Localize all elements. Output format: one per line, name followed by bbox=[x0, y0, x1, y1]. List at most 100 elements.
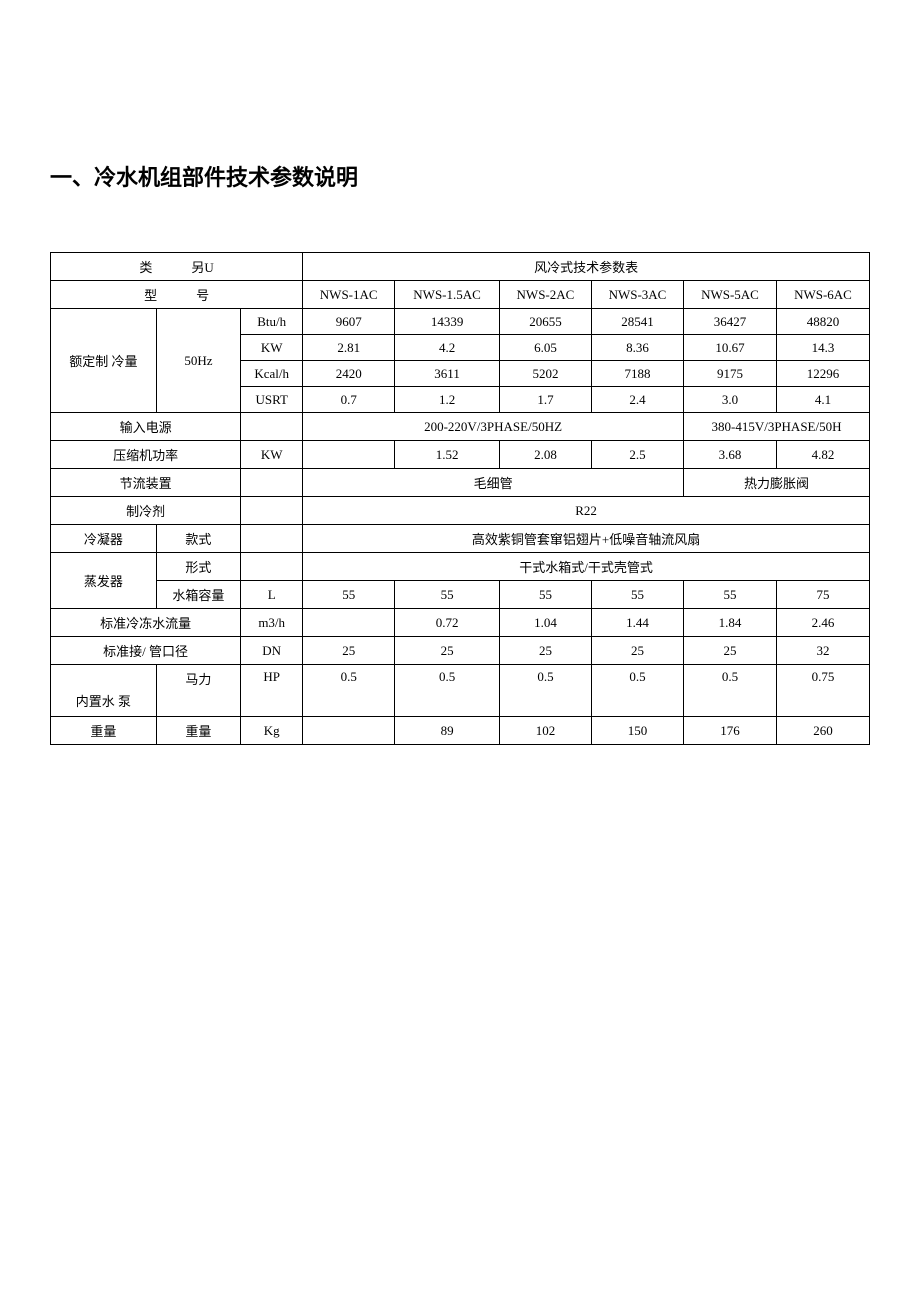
val: 9607 bbox=[303, 309, 395, 335]
val: 0.5 bbox=[683, 665, 776, 717]
val: 2.4 bbox=[591, 387, 683, 413]
pump-hp-row: 内置水 泵 马力 HP 0.5 0.5 0.5 0.5 0.5 0.75 bbox=[51, 665, 870, 717]
hp-unit: HP bbox=[241, 665, 303, 717]
throttle-label: 节流装置 bbox=[51, 469, 241, 497]
val: 2.08 bbox=[499, 441, 591, 469]
evaporator-type-value: 干式水箱式/干式壳管式 bbox=[303, 553, 870, 581]
evaporator-type-row: 蒸发器 形式 干式水箱式/干式壳管式 bbox=[51, 553, 870, 581]
val: 260 bbox=[776, 717, 869, 745]
model-4: NWS-5AC bbox=[683, 281, 776, 309]
val: 1.04 bbox=[499, 609, 591, 637]
pipe-unit: DN bbox=[241, 637, 303, 665]
pump-label: 内置水 泵 bbox=[51, 665, 157, 717]
power-right: 380-415V/3PHASE/50H bbox=[683, 413, 869, 441]
condenser-row: 冷凝器 款式 高效紫铜管套窜铝翅片+低噪音轴流风扇 bbox=[51, 525, 870, 553]
pipe-row: 标准接/ 管口径 DN 25 25 25 25 25 32 bbox=[51, 637, 870, 665]
val: 102 bbox=[499, 717, 591, 745]
val: 25 bbox=[591, 637, 683, 665]
val: 9175 bbox=[683, 361, 776, 387]
flow-rate-label: 标准冷冻水流量 bbox=[51, 609, 241, 637]
val: 55 bbox=[499, 581, 591, 609]
val: 10.67 bbox=[683, 335, 776, 361]
val: 12296 bbox=[776, 361, 869, 387]
val bbox=[303, 609, 395, 637]
power-left: 200-220V/3PHASE/50HZ bbox=[303, 413, 684, 441]
model-2: NWS-2AC bbox=[499, 281, 591, 309]
refrigerant-value: R22 bbox=[303, 497, 870, 525]
val: 0.75 bbox=[776, 665, 869, 717]
model-0: NWS-1AC bbox=[303, 281, 395, 309]
val: 0.72 bbox=[395, 609, 500, 637]
weight-label: 重量 bbox=[51, 717, 157, 745]
val: 3.0 bbox=[683, 387, 776, 413]
val: 6.05 bbox=[499, 335, 591, 361]
val: 4.2 bbox=[395, 335, 500, 361]
unit-3: USRT bbox=[241, 387, 303, 413]
val: 3.68 bbox=[683, 441, 776, 469]
val: 25 bbox=[683, 637, 776, 665]
model-5: NWS-6AC bbox=[776, 281, 869, 309]
model-1: NWS-1.5AC bbox=[395, 281, 500, 309]
val: 28541 bbox=[591, 309, 683, 335]
val: 25 bbox=[499, 637, 591, 665]
val: 0.7 bbox=[303, 387, 395, 413]
blank bbox=[241, 553, 303, 581]
val: 4.1 bbox=[776, 387, 869, 413]
val: 32 bbox=[776, 637, 869, 665]
compressor-label: 压缩机功率 bbox=[51, 441, 241, 469]
rated-cooling-row-0: 额定制 冷量 50Hz Btu/h 9607 14339 20655 28541… bbox=[51, 309, 870, 335]
val: 0.5 bbox=[395, 665, 500, 717]
document-title: 一、冷水机组部件技术参数说明 bbox=[50, 160, 870, 192]
blank bbox=[241, 497, 303, 525]
val: 4.82 bbox=[776, 441, 869, 469]
unit-0: Btu/h bbox=[241, 309, 303, 335]
val: 75 bbox=[776, 581, 869, 609]
val: 36427 bbox=[683, 309, 776, 335]
val: 14339 bbox=[395, 309, 500, 335]
val: 55 bbox=[395, 581, 500, 609]
val bbox=[303, 717, 395, 745]
val: 2420 bbox=[303, 361, 395, 387]
val: 0.5 bbox=[303, 665, 395, 717]
val: 176 bbox=[683, 717, 776, 745]
val: 89 bbox=[395, 717, 500, 745]
capacity-unit: L bbox=[241, 581, 303, 609]
val: 55 bbox=[683, 581, 776, 609]
evaporator-label: 蒸发器 bbox=[51, 553, 157, 609]
val: 5202 bbox=[499, 361, 591, 387]
rated-cooling-label: 额定制 冷量 bbox=[51, 309, 157, 413]
capacity-label: 水箱容量 bbox=[156, 581, 241, 609]
weight-unit: Kg bbox=[241, 717, 303, 745]
val: 7188 bbox=[591, 361, 683, 387]
val: 1.52 bbox=[395, 441, 500, 469]
flow-rate-unit: m3/h bbox=[241, 609, 303, 637]
power-input-row: 输入电源 200-220V/3PHASE/50HZ 380-415V/3PHAS… bbox=[51, 413, 870, 441]
val: 14.3 bbox=[776, 335, 869, 361]
val: 1.84 bbox=[683, 609, 776, 637]
val: 2.5 bbox=[591, 441, 683, 469]
refrigerant-row: 制冷剂 R22 bbox=[51, 497, 870, 525]
val: 8.36 bbox=[591, 335, 683, 361]
pipe-label: 标准接/ 管口径 bbox=[51, 637, 241, 665]
val: 55 bbox=[303, 581, 395, 609]
power-input-label: 输入电源 bbox=[51, 413, 241, 441]
weight-sub: 重量 bbox=[156, 717, 241, 745]
val: 1.2 bbox=[395, 387, 500, 413]
category-header: 类 另U bbox=[51, 253, 303, 281]
model-label: 型 号 bbox=[51, 281, 303, 309]
compressor-unit: KW bbox=[241, 441, 303, 469]
val bbox=[303, 441, 395, 469]
val: 48820 bbox=[776, 309, 869, 335]
spec-table: 类 另U 风冷式技术参数表 型 号 NWS-1AC NWS-1.5AC NWS-… bbox=[50, 252, 870, 745]
condenser-sub: 款式 bbox=[156, 525, 241, 553]
val: 25 bbox=[303, 637, 395, 665]
val: 2.46 bbox=[776, 609, 869, 637]
right-header: 风冷式技术参数表 bbox=[303, 253, 870, 281]
unit-1: KW bbox=[241, 335, 303, 361]
val: 20655 bbox=[499, 309, 591, 335]
compressor-row: 压缩机功率 KW 1.52 2.08 2.5 3.68 4.82 bbox=[51, 441, 870, 469]
condenser-label: 冷凝器 bbox=[51, 525, 157, 553]
val: 2.81 bbox=[303, 335, 395, 361]
blank bbox=[241, 413, 303, 441]
model-row: 型 号 NWS-1AC NWS-1.5AC NWS-2AC NWS-3AC NW… bbox=[51, 281, 870, 309]
